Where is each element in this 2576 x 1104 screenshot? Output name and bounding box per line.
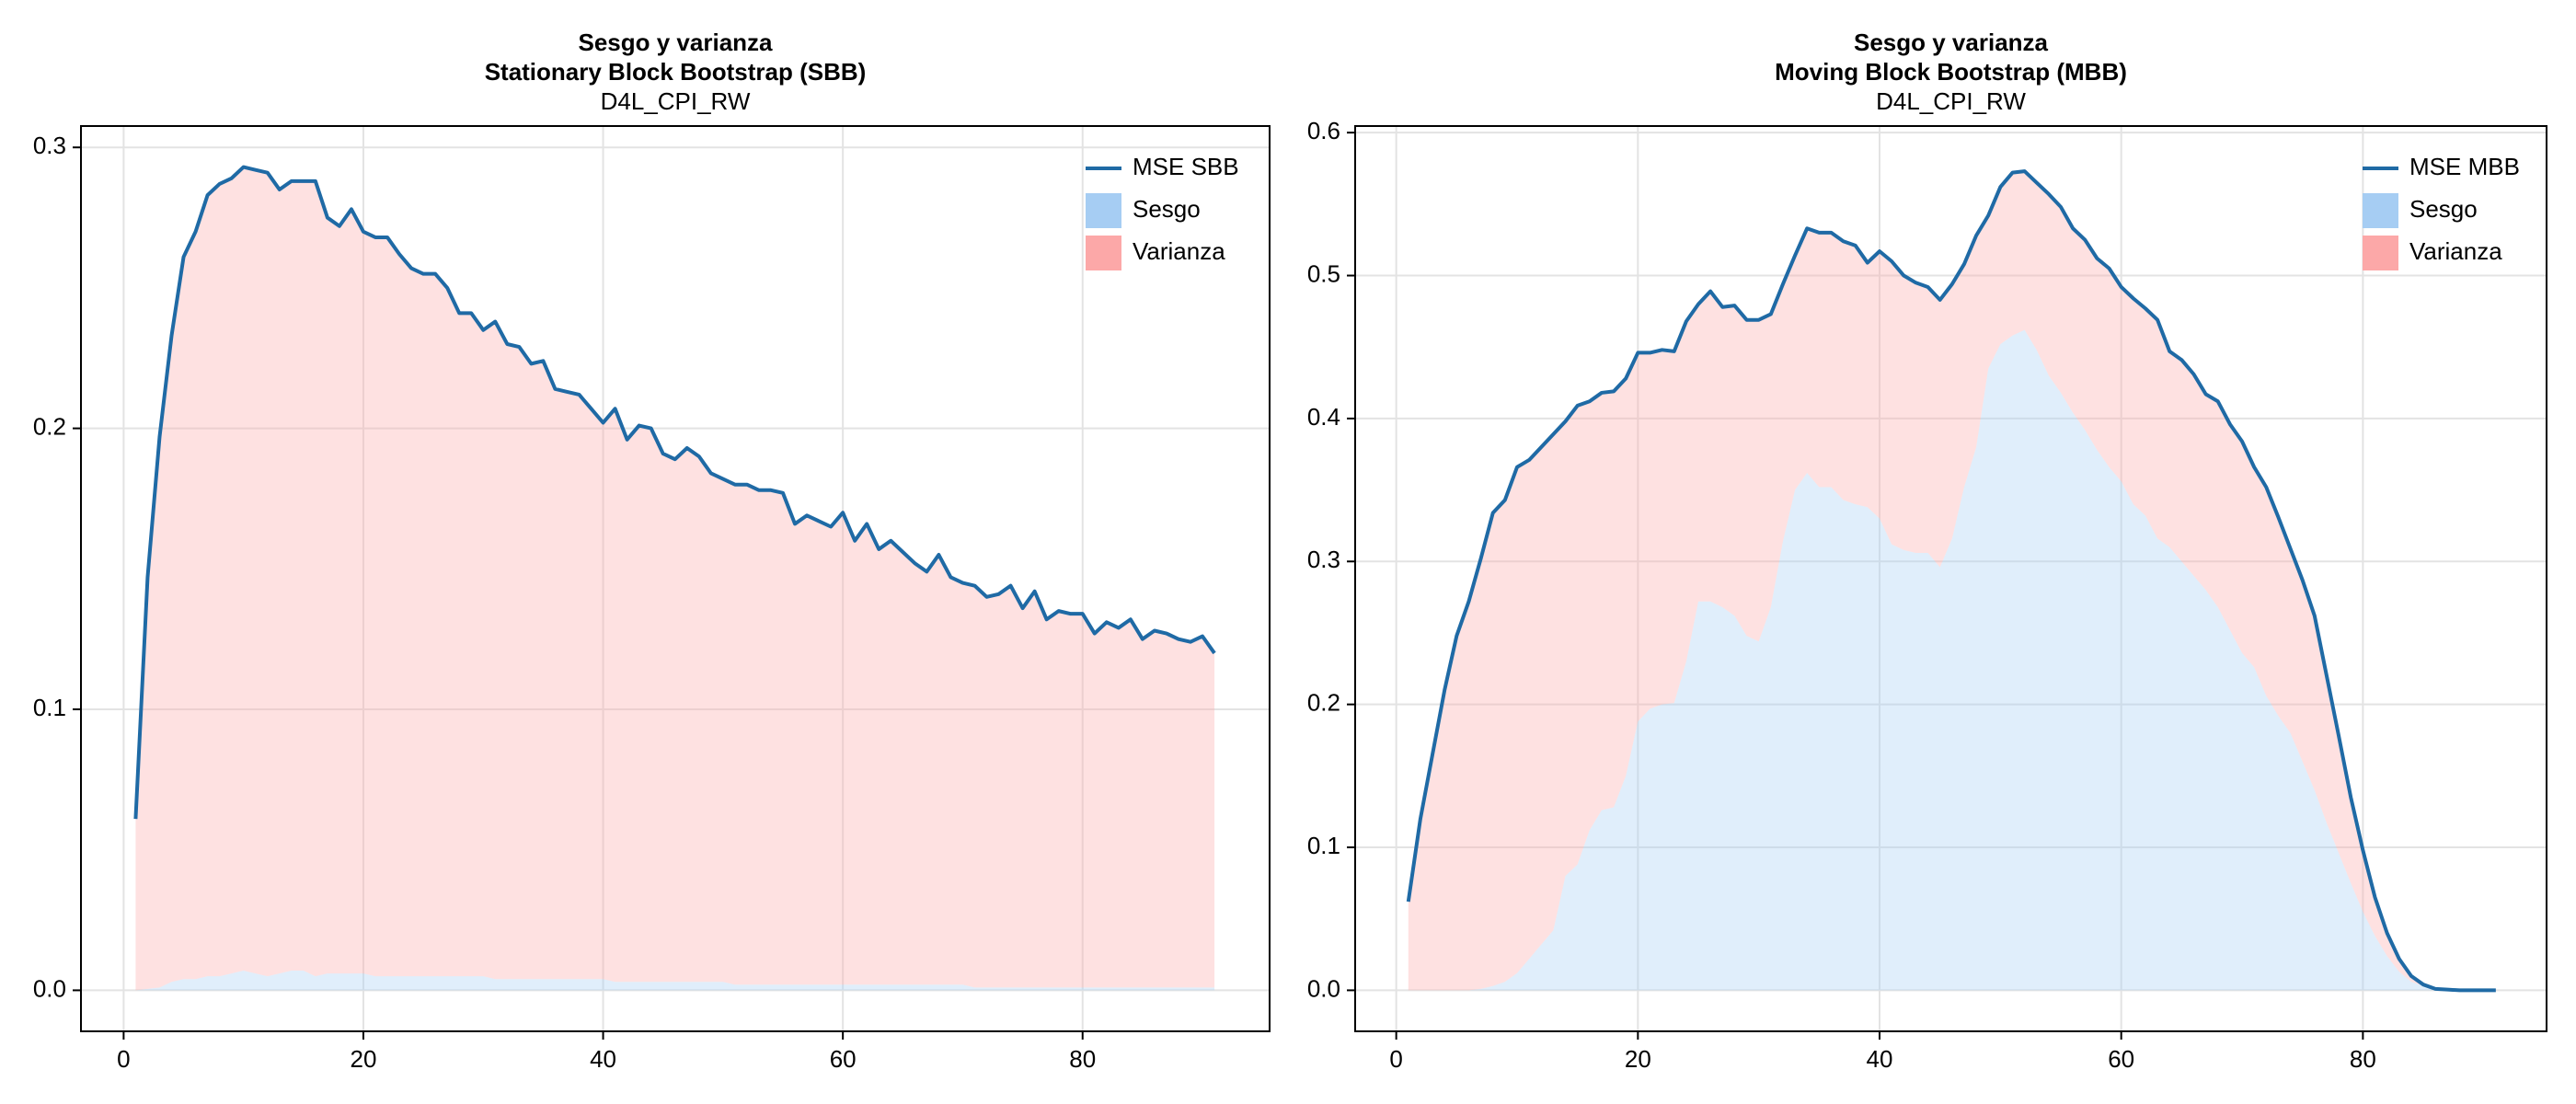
legend-swatch: [2363, 193, 2398, 228]
legend-label: Varianza: [1133, 237, 1225, 265]
legend-swatch: [2363, 236, 2398, 270]
chart-title: Sesgo y varianza: [579, 29, 774, 56]
chart-subtitle: Stationary Block Bootstrap (SBB): [485, 58, 867, 86]
legend-label: Sesgo: [2409, 195, 2478, 223]
x-tick-label: 20: [1625, 1045, 1651, 1073]
line: [133, 165, 1216, 820]
plot-frame: [1354, 125, 2547, 1032]
x-tick-label: 0: [1389, 1045, 1402, 1073]
x-tick-label: 40: [1867, 1045, 1893, 1073]
y-tick-label: 0.6: [1307, 117, 1340, 144]
y-tick-label: 0.4: [1307, 403, 1340, 431]
x-tick-label: 60: [2108, 1045, 2134, 1073]
line: [1406, 169, 2496, 993]
area: [1408, 329, 2496, 991]
plot-frame: [80, 125, 1271, 1032]
legend-swatch: [1086, 193, 1121, 228]
x-tick-label: 60: [830, 1045, 857, 1073]
area: [1408, 171, 2496, 991]
legend-label: MSE SBB: [1133, 153, 1239, 180]
x-tick-label: 20: [351, 1045, 377, 1073]
legend-label: Sesgo: [1133, 195, 1201, 223]
y-tick-label: 0.0: [33, 974, 66, 1002]
x-tick-label: 80: [1069, 1045, 1096, 1073]
chart-title: Sesgo y varianza: [1854, 29, 2049, 56]
y-tick-label: 0.2: [33, 412, 66, 440]
x-tick-label: 40: [590, 1045, 616, 1073]
y-tick-label: 0.2: [1307, 689, 1340, 717]
area: [135, 167, 1215, 991]
y-tick-label: 0.1: [1307, 832, 1340, 859]
chart-variable: D4L_CPI_RW: [601, 87, 751, 115]
y-tick-label: 0.0: [1307, 974, 1340, 1002]
y-tick-label: 0.3: [33, 132, 66, 159]
legend-label: MSE MBB: [2409, 153, 2520, 180]
x-tick-label: 0: [117, 1045, 130, 1073]
x-tick-label: 80: [2350, 1045, 2376, 1073]
y-tick-label: 0.1: [33, 694, 66, 721]
legend-label: Varianza: [2409, 237, 2502, 265]
y-tick-label: 0.3: [1307, 546, 1340, 573]
legend-swatch: [1086, 236, 1121, 270]
y-tick-label: 0.5: [1307, 259, 1340, 287]
area: [135, 971, 1215, 991]
chart-variable: D4L_CPI_RW: [1876, 87, 2026, 115]
chart-subtitle: Moving Block Bootstrap (MBB): [1775, 58, 2127, 86]
